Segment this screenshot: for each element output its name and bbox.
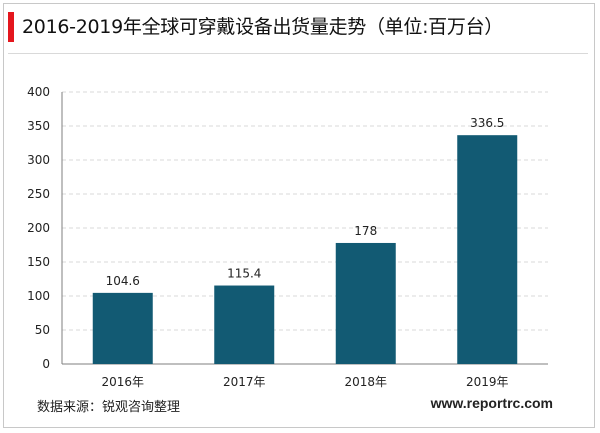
data-source-note: 数据来源：锐观咨询整理 bbox=[37, 400, 181, 415]
bar bbox=[92, 292, 153, 364]
y-tick-label: 350 bbox=[27, 119, 50, 133]
chart-title: 2016-2019年全球可穿戴设备出货量走势（单位:百万台） bbox=[22, 16, 503, 38]
y-tick-label: 400 bbox=[27, 85, 50, 99]
x-tick-label: 2017年 bbox=[223, 375, 266, 389]
title-divider bbox=[8, 53, 588, 54]
x-tick-label: 2019年 bbox=[466, 375, 509, 389]
title-accent-bar bbox=[8, 12, 14, 42]
bar bbox=[457, 135, 518, 364]
bar bbox=[335, 242, 396, 364]
y-tick-label: 150 bbox=[27, 255, 50, 269]
y-tick-label: 250 bbox=[27, 187, 50, 201]
y-tick-label: 50 bbox=[35, 323, 50, 337]
data-label: 104.6 bbox=[106, 274, 140, 288]
data-label: 178 bbox=[354, 224, 377, 238]
y-tick-label: 0 bbox=[42, 357, 50, 371]
y-tick-label: 200 bbox=[27, 221, 50, 235]
y-tick-label: 300 bbox=[27, 153, 50, 167]
x-tick-label: 2018年 bbox=[344, 375, 387, 389]
website-url[interactable]: www.reportrc.com bbox=[430, 395, 553, 411]
x-tick-label: 2016年 bbox=[101, 375, 144, 389]
data-label: 336.5 bbox=[470, 116, 504, 130]
y-tick-label: 100 bbox=[27, 289, 50, 303]
data-label: 115.4 bbox=[227, 267, 261, 281]
bar bbox=[214, 285, 275, 364]
